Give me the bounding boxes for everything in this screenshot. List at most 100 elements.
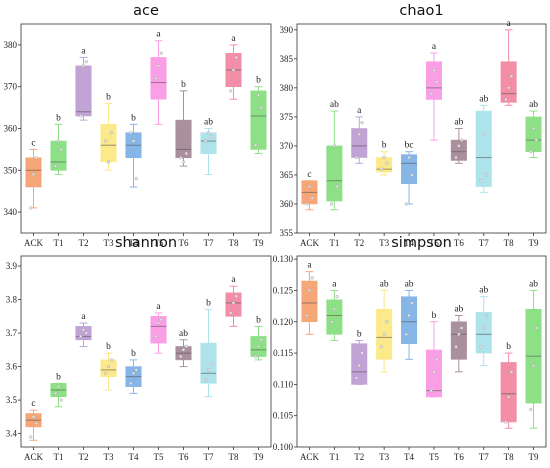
data-point xyxy=(435,357,439,361)
data-point xyxy=(34,421,38,426)
box-T5: a xyxy=(425,42,442,141)
y-tick-label: 3.7 xyxy=(6,328,18,338)
significance-letter: b xyxy=(256,76,261,86)
data-point xyxy=(407,155,411,160)
significance-letter: b xyxy=(357,330,362,340)
significance-letter: a xyxy=(231,34,236,44)
x-tick-label: T2 xyxy=(354,452,364,462)
data-point xyxy=(507,395,511,399)
x-tick-label: T3 xyxy=(104,238,114,248)
data-point xyxy=(131,371,136,375)
data-point xyxy=(385,320,389,324)
significance-letter: c xyxy=(307,170,311,180)
data-point xyxy=(184,151,188,156)
box-iqr xyxy=(150,57,167,100)
data-point xyxy=(254,143,258,147)
x-tick-label: T5 xyxy=(154,238,164,248)
data-point xyxy=(29,435,33,439)
box-iqr xyxy=(475,312,492,354)
significance-letter: bc xyxy=(405,141,414,151)
x-tick-label: T6 xyxy=(454,238,464,248)
y-tick-label: 0.130 xyxy=(273,254,294,264)
x-tick-label: T7 xyxy=(479,238,489,248)
data-point xyxy=(307,184,312,189)
y-tick-label: 3.5 xyxy=(6,395,18,405)
data-point xyxy=(181,160,186,164)
plot-frame xyxy=(20,255,272,448)
box-iqr xyxy=(250,90,267,150)
box-iqr xyxy=(175,119,192,159)
data-point xyxy=(454,345,458,349)
data-point xyxy=(305,313,309,318)
data-point xyxy=(59,147,63,151)
y-tick-label: 3.6 xyxy=(6,362,18,372)
data-point xyxy=(507,86,511,90)
data-point xyxy=(504,420,508,424)
data-point xyxy=(231,301,236,305)
data-point xyxy=(156,321,161,325)
data-point xyxy=(56,139,61,143)
box-iqr xyxy=(351,128,368,158)
data-point xyxy=(529,150,533,154)
box-T6: ab xyxy=(450,304,467,373)
data-point xyxy=(154,334,158,339)
data-point xyxy=(479,179,483,183)
box-T1: ab xyxy=(326,100,343,211)
box-iqr xyxy=(450,321,467,360)
data-point xyxy=(432,370,436,374)
data-point xyxy=(329,202,334,206)
data-point xyxy=(310,276,314,280)
box-T7: ab xyxy=(475,94,492,193)
data-point xyxy=(460,138,464,142)
significance-letter: ab xyxy=(479,286,488,296)
data-point xyxy=(432,68,436,73)
y-tick-label: 390 xyxy=(280,25,294,35)
box-iqr xyxy=(475,110,492,187)
significance-letter: a xyxy=(332,279,337,289)
box-T3: b xyxy=(376,141,393,176)
x-tick-label: T9 xyxy=(254,238,264,248)
panel-title: shannon xyxy=(115,235,177,251)
data-point xyxy=(335,295,339,299)
significance-letter: ab xyxy=(204,118,213,128)
x-tick-label: T5 xyxy=(429,238,439,248)
data-point xyxy=(335,184,339,189)
x-tick-label: T2 xyxy=(354,238,364,248)
significance-letter: b xyxy=(256,315,261,325)
data-point xyxy=(404,202,408,206)
box-iqr xyxy=(301,280,318,323)
x-tick-label: T8 xyxy=(504,238,514,248)
data-point xyxy=(129,381,133,385)
significance-letter: b xyxy=(106,92,111,102)
data-point xyxy=(429,92,433,96)
x-tick-label: T9 xyxy=(529,238,539,248)
x-tick-label: T8 xyxy=(229,238,239,248)
x-tick-label: ACK xyxy=(24,238,44,248)
data-point xyxy=(106,364,111,369)
box-iqr xyxy=(100,359,117,377)
data-point xyxy=(109,358,113,362)
x-tick-label: ACK xyxy=(300,452,320,462)
data-point xyxy=(159,318,163,322)
significance-letter: ab xyxy=(405,279,414,289)
data-point xyxy=(104,139,108,143)
chart-panel-0: ace 340 350 360 370 380 ACK c T1 b T2 a T3 b T4 b T5 a T6 b… xyxy=(4,3,272,248)
data-point xyxy=(81,64,86,68)
significance-letter: ab xyxy=(529,100,538,110)
box-iqr xyxy=(401,296,418,344)
data-point xyxy=(31,172,36,177)
data-point xyxy=(454,155,458,160)
data-point xyxy=(179,156,183,160)
x-tick-label: T4 xyxy=(404,452,414,462)
data-point xyxy=(206,131,211,135)
data-point xyxy=(410,173,414,177)
y-tick-label: 0.100 xyxy=(273,442,294,452)
box-T4: bc xyxy=(401,141,418,206)
data-point xyxy=(482,132,486,136)
plot-frame xyxy=(296,23,547,234)
y-tick-label: 385 xyxy=(280,54,294,64)
x-tick-label: T6 xyxy=(179,452,189,462)
significance-letter: ab xyxy=(179,329,188,339)
data-point xyxy=(129,131,133,135)
plot-frame xyxy=(296,255,547,448)
